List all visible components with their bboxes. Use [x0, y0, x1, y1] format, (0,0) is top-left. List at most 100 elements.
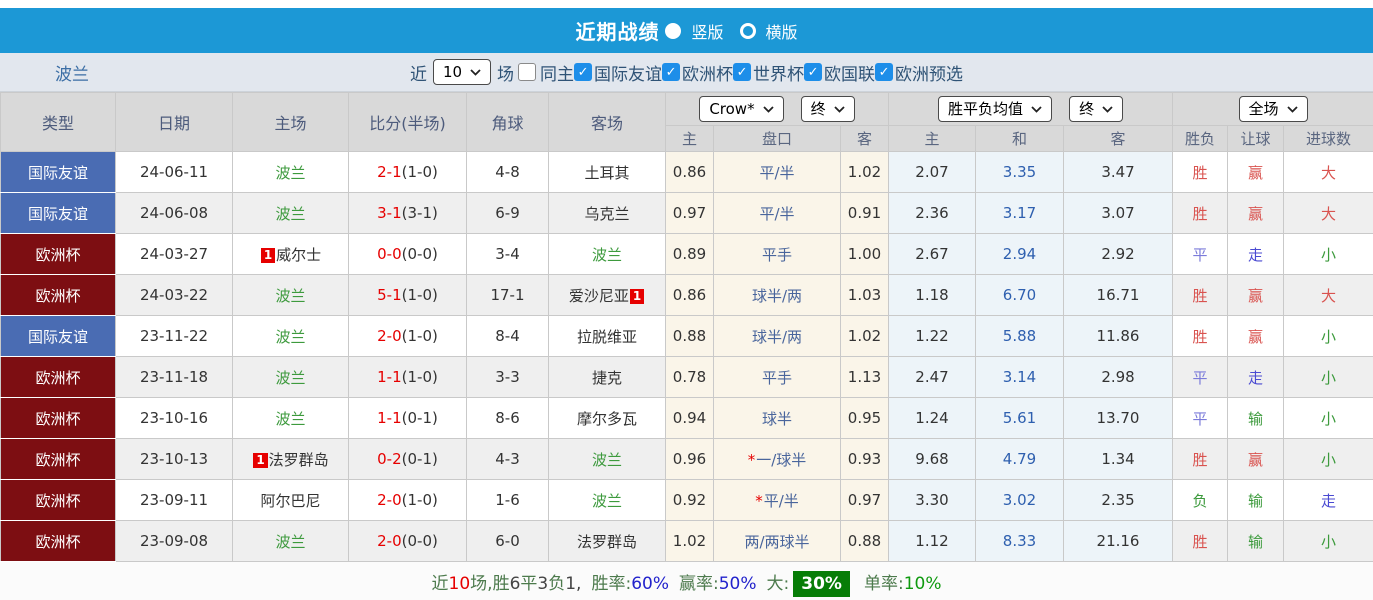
vertical-layout-radio[interactable]	[665, 23, 681, 39]
league-checkbox-1[interactable]: ✓	[662, 63, 680, 81]
summary-segment: 10%	[904, 574, 942, 594]
vertical-layout-label[interactable]: 竖版	[691, 19, 723, 43]
handicap: 平/半	[714, 152, 841, 193]
euro-initial-final-value: 终	[1079, 99, 1094, 119]
chevron-down-icon	[1031, 106, 1042, 113]
corners: 6-9	[467, 193, 549, 234]
asia-away-odds: 0.95	[841, 398, 889, 439]
result-handicap: 赢	[1228, 439, 1284, 480]
asia-away-odds: 0.93	[841, 439, 889, 480]
league-checkbox-3[interactable]: ✓	[804, 63, 822, 81]
handicap: *一/球半	[714, 439, 841, 480]
match-date: 23-09-11	[116, 480, 233, 521]
result-handicap: 赢	[1228, 275, 1284, 316]
handicap-text: 一/球半	[756, 451, 806, 469]
euro-draw-odds: 8.33	[976, 521, 1064, 562]
asia-initial-final-select[interactable]: 终	[801, 96, 855, 122]
horizontal-layout-label[interactable]: 横版	[766, 19, 798, 43]
euro-home-odds: 1.22	[889, 316, 976, 357]
score-halftime: (0-1)	[402, 450, 438, 468]
summary-segment: 6	[510, 574, 521, 594]
euro-draw-odds: 3.02	[976, 480, 1064, 521]
league-checkbox-2[interactable]: ✓	[733, 63, 751, 81]
summary-segment: 胜	[493, 574, 510, 594]
match-score: 2-0(1-0)	[349, 316, 467, 357]
handicap-text: 球半/两	[752, 287, 802, 305]
recent-count-select[interactable]: 10	[433, 59, 491, 85]
bookmaker-select[interactable]: Crow*	[699, 96, 783, 122]
team-name: 波兰	[275, 287, 305, 305]
league-label-1[interactable]: 欧洲杯	[682, 60, 733, 85]
title-bar: 近期战绩 竖版 横版	[0, 8, 1373, 53]
euro-away-odds: 3.07	[1064, 193, 1173, 234]
corners: 17-1	[467, 275, 549, 316]
asia-home-odds: 0.78	[666, 357, 714, 398]
asia-away-odds: 1.13	[841, 357, 889, 398]
same-home-checkbox[interactable]	[518, 63, 536, 81]
league-label-4[interactable]: 欧洲预选	[895, 60, 963, 85]
league-checkbox-0[interactable]: ✓	[574, 63, 592, 81]
match-score: 5-1(1-0)	[349, 275, 467, 316]
corners: 8-4	[467, 316, 549, 357]
team-name: 波兰	[592, 451, 622, 469]
subheader-handicap: 盘口	[714, 126, 841, 152]
header-away: 客场	[549, 93, 666, 152]
home-team: 波兰	[233, 398, 349, 439]
league-checkbox-4[interactable]: ✓	[875, 63, 893, 81]
result-outcome: 负	[1173, 480, 1228, 521]
page-title: 近期战绩	[575, 16, 659, 45]
result-outcome: 胜	[1173, 275, 1228, 316]
match-date: 23-10-13	[116, 439, 233, 480]
match-date: 24-06-11	[116, 152, 233, 193]
asia-away-odds: 0.97	[841, 480, 889, 521]
result-goals: 小	[1284, 234, 1373, 275]
league-label-3[interactable]: 欧国联	[824, 60, 875, 85]
result-goals: 小	[1284, 316, 1373, 357]
league-filter-list: ✓国际友谊✓欧洲杯✓世界杯✓欧国联✓欧洲预选	[574, 60, 963, 85]
subheader-euro-away: 客	[1064, 126, 1173, 152]
handicap: 球半/两	[714, 275, 841, 316]
match-score: 0-0(0-0)	[349, 234, 467, 275]
summary-segment: 负	[548, 574, 565, 594]
result-goals: 大	[1284, 152, 1373, 193]
league-label-0[interactable]: 国际友谊	[594, 60, 662, 85]
fulltime-select-value: 全场	[1249, 99, 1279, 119]
asia-initial-final-value: 终	[811, 99, 826, 119]
bookmaker-select-value: Crow*	[709, 99, 754, 119]
subheader-handicap-result: 让球	[1228, 126, 1284, 152]
match-type-badge: 欧洲杯	[1, 480, 116, 521]
euro-initial-final-select[interactable]: 终	[1069, 96, 1123, 122]
handicap: 平/半	[714, 193, 841, 234]
same-home-label[interactable]: 同主	[540, 60, 574, 85]
fulltime-select[interactable]: 全场	[1239, 96, 1308, 122]
match-score: 3-1(3-1)	[349, 193, 467, 234]
team-name: 波兰	[275, 410, 305, 428]
summary-segment: 胜率:	[591, 574, 631, 594]
handicap: *平/半	[714, 480, 841, 521]
match-type-badge: 国际友谊	[1, 316, 116, 357]
red-card-badge: 1	[253, 453, 267, 468]
asia-home-odds: 0.89	[666, 234, 714, 275]
league-label-2[interactable]: 世界杯	[753, 60, 804, 85]
score-halftime: (1-0)	[402, 286, 438, 304]
match-type-badge: 欧洲杯	[1, 357, 116, 398]
team-name: 波兰	[275, 533, 305, 551]
summary-text: 近10场,胜6平3负1,胜率:60%赢率:50%大:30%单率:10%	[432, 569, 942, 594]
chevron-down-icon	[763, 106, 774, 113]
team-name: 阿尔巴尼	[260, 492, 320, 510]
handicap: 球半	[714, 398, 841, 439]
away-team: 捷克	[549, 357, 666, 398]
horizontal-layout-radio[interactable]	[740, 23, 756, 39]
filter-controls: 近 10 场 同主 ✓国际友谊✓欧洲杯✓世界杯✓欧国联✓欧洲预选	[410, 59, 963, 85]
subheader-goals: 进球数	[1284, 126, 1373, 152]
home-team: 波兰	[233, 316, 349, 357]
handicap-text: 球半	[762, 410, 792, 428]
euro-draw-odds: 5.88	[976, 316, 1064, 357]
match-type-badge: 欧洲杯	[1, 398, 116, 439]
euro-draw-odds: 3.17	[976, 193, 1064, 234]
subheader-euro-draw: 和	[976, 126, 1064, 152]
handicap-text: 球半/两	[752, 328, 802, 346]
avg-odds-select[interactable]: 胜平负均值	[938, 96, 1052, 122]
